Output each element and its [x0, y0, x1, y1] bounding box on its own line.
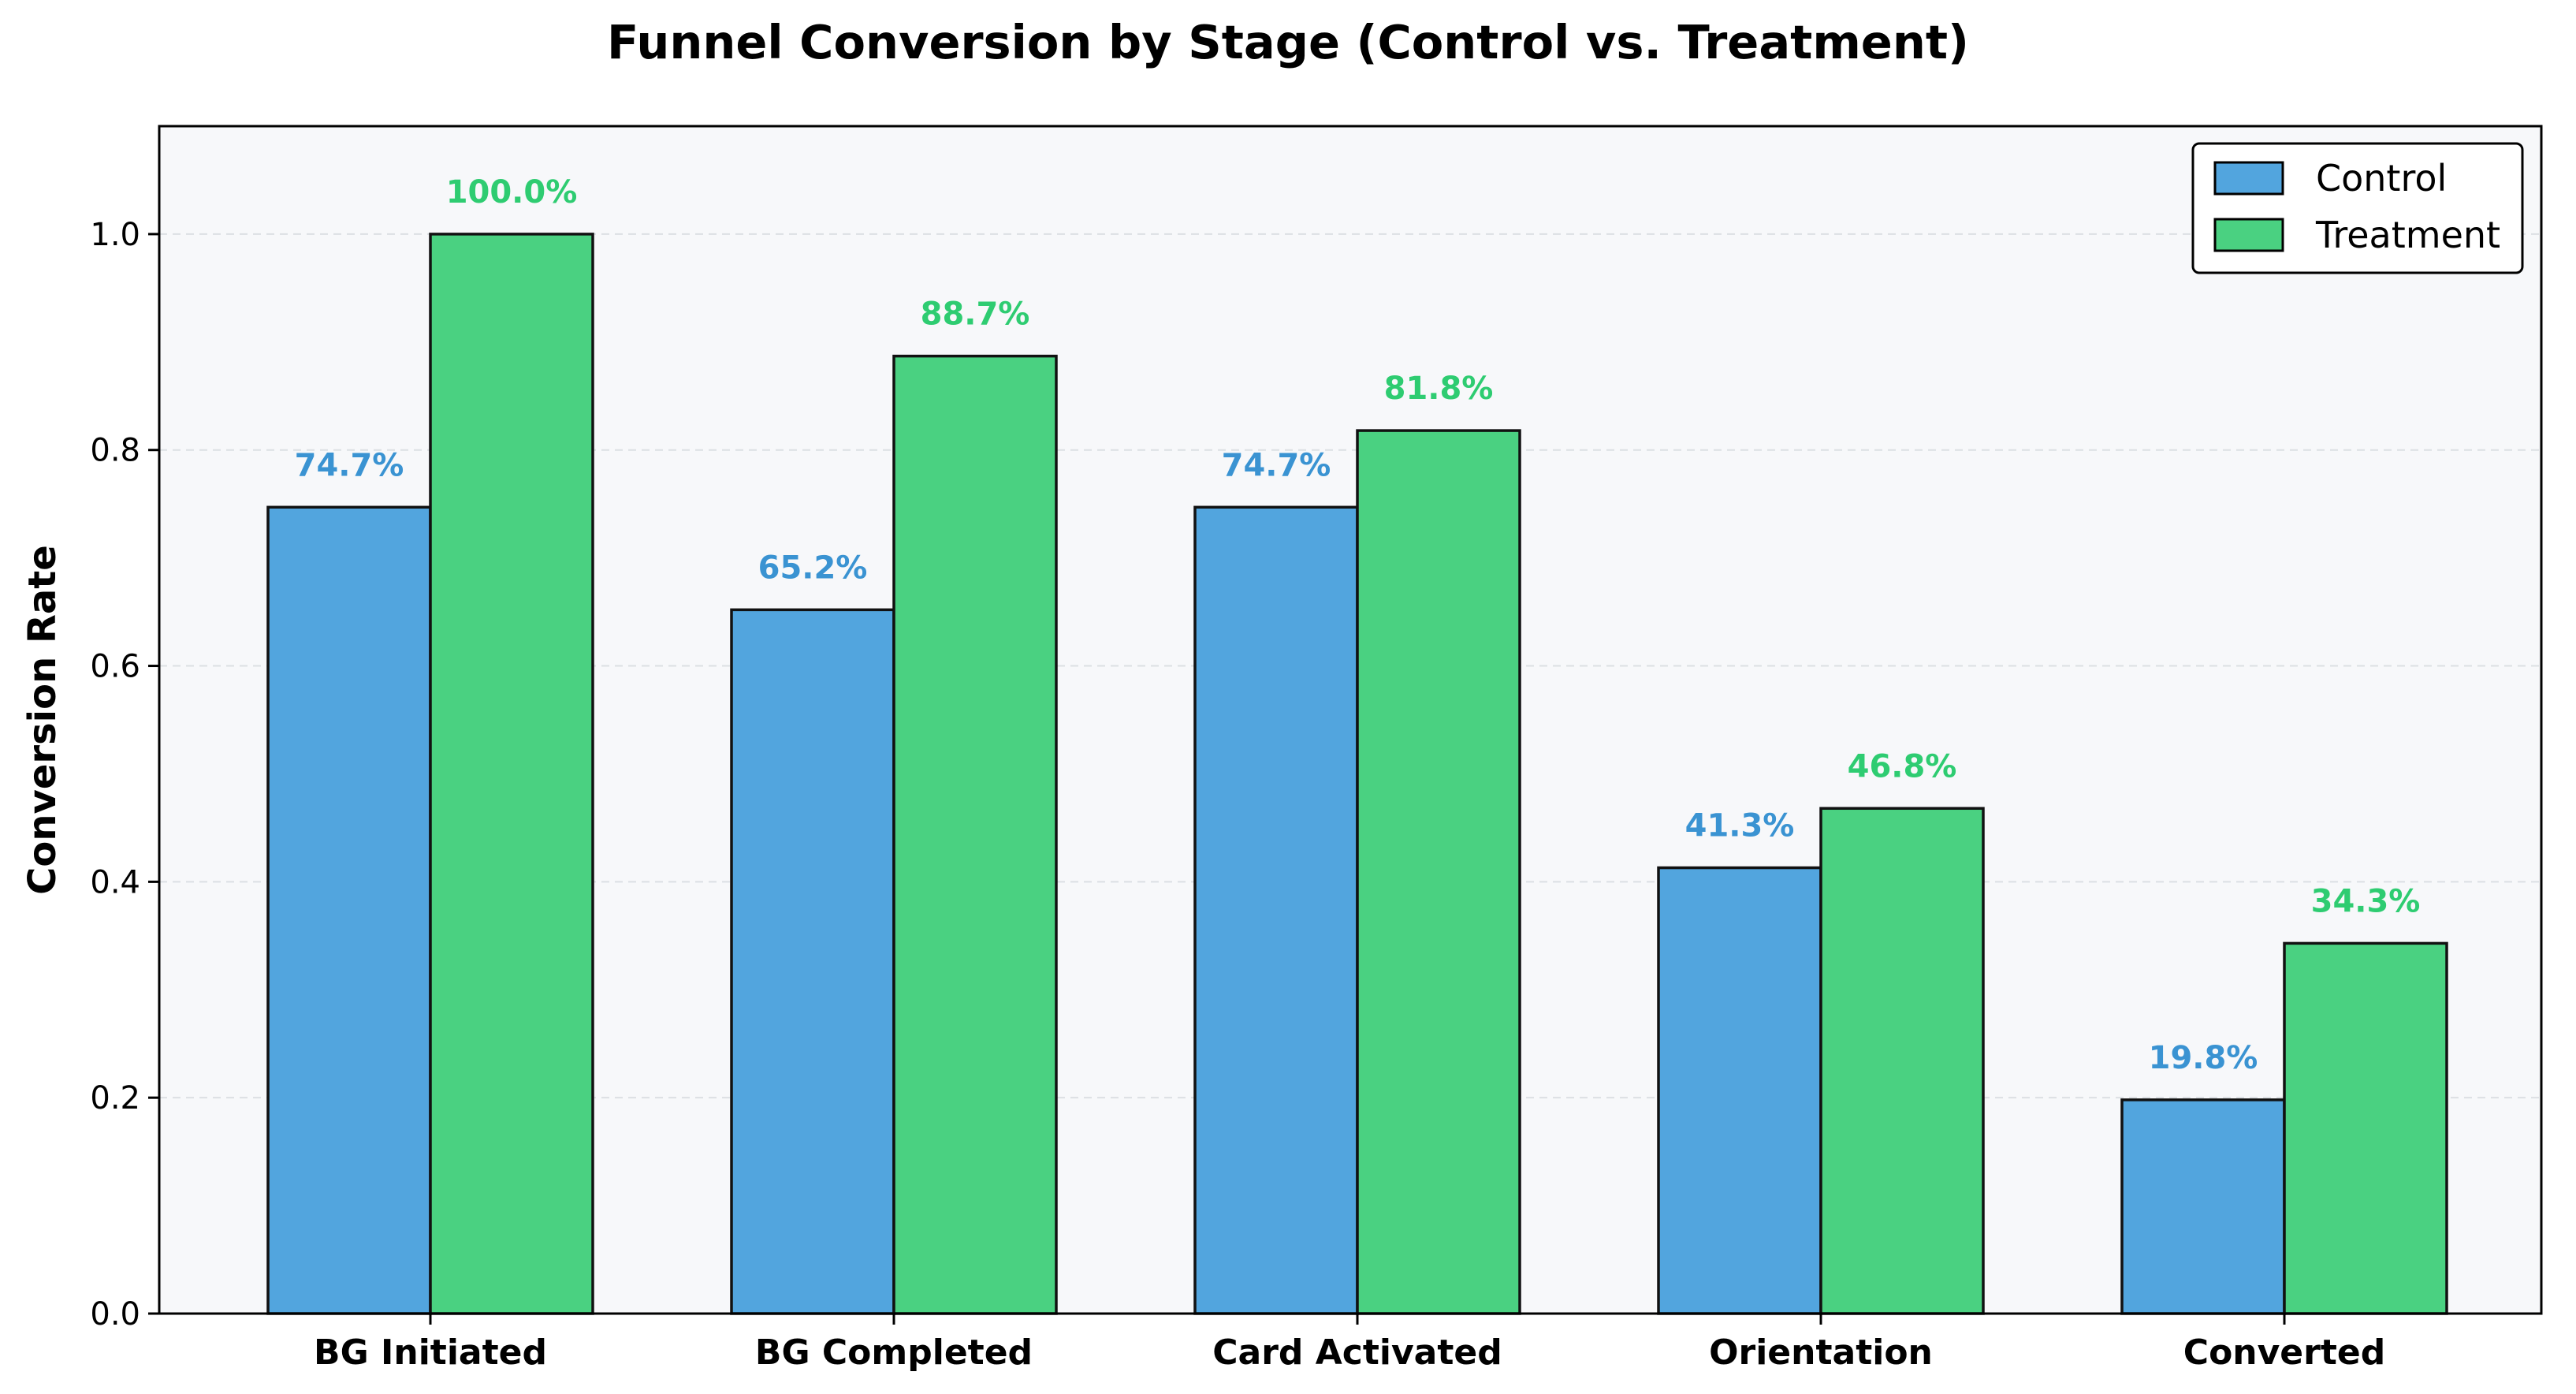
x-tick-label-bg-initiated: BG Initiated: [314, 1332, 547, 1373]
y-tick-label: 0.6: [90, 649, 140, 685]
data-label-control-bg-initiated: 74.7%: [295, 447, 404, 483]
legend-swatch-control: [2213, 161, 2284, 196]
data-label-control-orientation: 41.3%: [1685, 808, 1795, 844]
y-tick-label: 0.4: [90, 864, 140, 900]
grid-lines: [159, 233, 2541, 1099]
data-label-treatment-converted: 34.3%: [2311, 883, 2421, 919]
data-label-treatment-bg-initiated: 100.0%: [446, 174, 578, 211]
x-axis: BG Initiated BG Completed Card Activated Or…: [314, 1314, 2385, 1373]
data-label-control-bg-completed: 65.2%: [758, 550, 868, 586]
bar-treatment-card-activated: [1356, 429, 1521, 1315]
bar-treatment-converted: [2283, 941, 2448, 1315]
legend-swatch-treatment: [2213, 218, 2284, 252]
y-tick-label: 0.0: [90, 1296, 140, 1332]
data-label-control-converted: 19.8%: [2149, 1040, 2258, 1076]
y-axis-label: Conversion Rate: [20, 545, 65, 895]
plot-frame: [158, 125, 2543, 1315]
bar-control-orientation: [1657, 866, 1822, 1315]
data-label-control-card-activated: 74.7%: [1222, 447, 1331, 483]
data-label-treatment-bg-completed: 88.7%: [921, 296, 1030, 333]
x-tick-label-converted: Converted: [2183, 1332, 2385, 1373]
legend-label-treatment: Treatment: [2315, 214, 2500, 256]
x-tick-label-orientation: Orientation: [1709, 1332, 1933, 1373]
x-tick-label-bg-completed: BG Completed: [755, 1332, 1033, 1373]
bar-treatment-bg-completed: [892, 354, 1058, 1315]
y-tick-label: 1.0: [90, 217, 140, 253]
bar-control-card-activated: [1193, 505, 1359, 1315]
bars: [266, 233, 2448, 1315]
data-label-treatment-card-activated: 81.8%: [1384, 371, 1494, 407]
bar-control-bg-completed: [730, 608, 895, 1315]
legend: Control Treatment: [2191, 142, 2524, 274]
chart-title: Funnel Conversion by Stage (Control vs. …: [607, 15, 1969, 69]
y-tick-label: 0.2: [90, 1080, 140, 1116]
legend-label-control: Control: [2316, 157, 2447, 199]
x-tick-label-card-activated: Card Activated: [1212, 1332, 1502, 1373]
y-axis: 0.0 0.2 0.4 0.6 0.8 1.0: [90, 217, 159, 1332]
bar-treatment-orientation: [1819, 807, 1985, 1315]
bar-control-bg-initiated: [266, 505, 432, 1315]
bar-control-converted: [2120, 1098, 2286, 1315]
y-tick-label: 0.8: [90, 433, 140, 469]
bar-treatment-bg-initiated: [429, 233, 594, 1315]
data-label-treatment-orientation: 46.8%: [1848, 748, 1957, 785]
data-labels: 74.7% 100.0% 65.2% 88.7% 74.7% 81.8% 41.3% 46.8…: [295, 174, 2421, 1076]
